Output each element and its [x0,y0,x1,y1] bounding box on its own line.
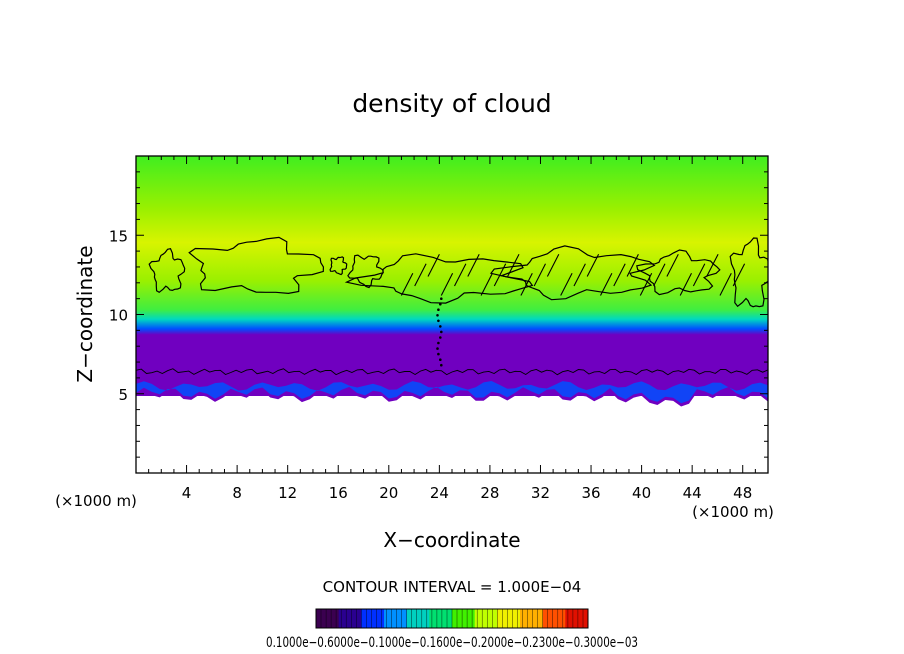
contour-streak [546,254,560,277]
contour-updraft [439,302,442,306]
x-tick-label: 40 [632,484,651,502]
colorbar-frame [315,608,589,629]
contour-interval-text: CONTOUR INTERVAL = 1.000E−04 [323,578,582,596]
contour-streak [613,263,626,287]
contour-updraft [439,325,442,328]
contour-streak [440,273,454,296]
contour-streak [692,263,706,287]
contour-updraft [436,314,439,317]
plot-area [136,156,768,407]
contour-cloud [188,236,325,295]
contour-streak [400,273,414,296]
contour-streak [639,273,653,296]
contour-streak [586,254,600,277]
x-tick-label: 28 [480,484,499,502]
contour-updraft [439,358,442,362]
x-tick-label: 8 [232,484,242,502]
contour-updraft [436,347,439,350]
x-tick-label: 44 [683,484,702,502]
contour-cloud [489,245,656,301]
contour-streak [719,273,732,296]
colorbar-swatch [338,609,362,628]
colorbar [315,609,589,628]
contour-cloud [347,254,384,289]
contour-streak [626,254,639,277]
contour-cloud [729,237,768,308]
x-tick-label: 12 [278,484,297,502]
colorbar-swatch [406,609,430,628]
contour-streak [573,263,586,287]
colorbar-swatch [497,609,521,628]
x-tick-label: 36 [581,484,600,502]
cloud-base-edge [136,388,768,407]
x-tick-label: 4 [182,484,192,502]
y-tick-label: 15 [109,227,128,245]
y-axis-label: Z−coordinate [73,245,97,382]
x-tick-label: 16 [329,484,348,502]
colorbar-swatch [384,609,408,628]
contour-streak [732,263,746,287]
contour-streak [560,273,573,296]
contour-streak [666,254,679,277]
colorbar-swatch [429,609,453,628]
colorbar-swatch [520,609,544,628]
x-tick-label: 48 [733,484,752,502]
contour-cloud [148,248,186,294]
y-tick-label: 10 [109,307,128,325]
contour-streak [679,273,692,296]
axis-ticks [136,156,768,473]
x-tick-label: 20 [379,484,398,502]
x-unit-left: (×1000 m) [55,492,137,510]
blue-layer-edge [136,381,768,404]
contour-updraft [439,336,442,339]
field-fill [136,156,768,396]
y-tick-label: 5 [118,386,128,404]
contour-updraft [437,308,440,312]
contour-updraft [437,341,440,345]
contour-updraft [440,363,443,367]
contour-streak [520,273,533,296]
x-axis-label: X−coordinate [383,528,520,552]
chart-title: density of cloud [352,89,551,118]
contour-cloud [344,253,534,304]
contour-streak [706,254,719,277]
colorbar-labels: 0.1000e−0.6000e−0.1000e−0.1600e−0.2000e−… [266,635,638,651]
contour-updraft [440,297,443,301]
contour-streak [493,263,507,287]
contour-cloud [329,256,348,276]
contour-lines [136,236,768,376]
contour-streak [600,273,613,296]
contour-streak [653,263,666,287]
colorbar-swatch [452,609,476,628]
contour-streak [480,273,493,296]
contour-streak [467,254,480,277]
contour-updraft [440,330,443,334]
colorbar-swatch [565,609,589,628]
colorbar-swatch [316,609,340,628]
contour-streak [533,263,546,287]
x-tick-label: 24 [430,484,449,502]
contour-streak [427,254,440,277]
colorbar-swatch [474,609,498,628]
x-unit-right: (×1000 m) [692,503,774,521]
contour-updraft [437,319,440,323]
contour-streak [454,263,467,287]
contour-streak [507,254,520,277]
x-tick-label: 32 [531,484,550,502]
contour-updraft [437,352,440,356]
contour-lower [136,368,768,376]
colorbar-swatch [361,609,385,628]
contour-streak [414,263,427,287]
contour-cloud [636,249,721,296]
colorbar-swatch [542,609,566,628]
